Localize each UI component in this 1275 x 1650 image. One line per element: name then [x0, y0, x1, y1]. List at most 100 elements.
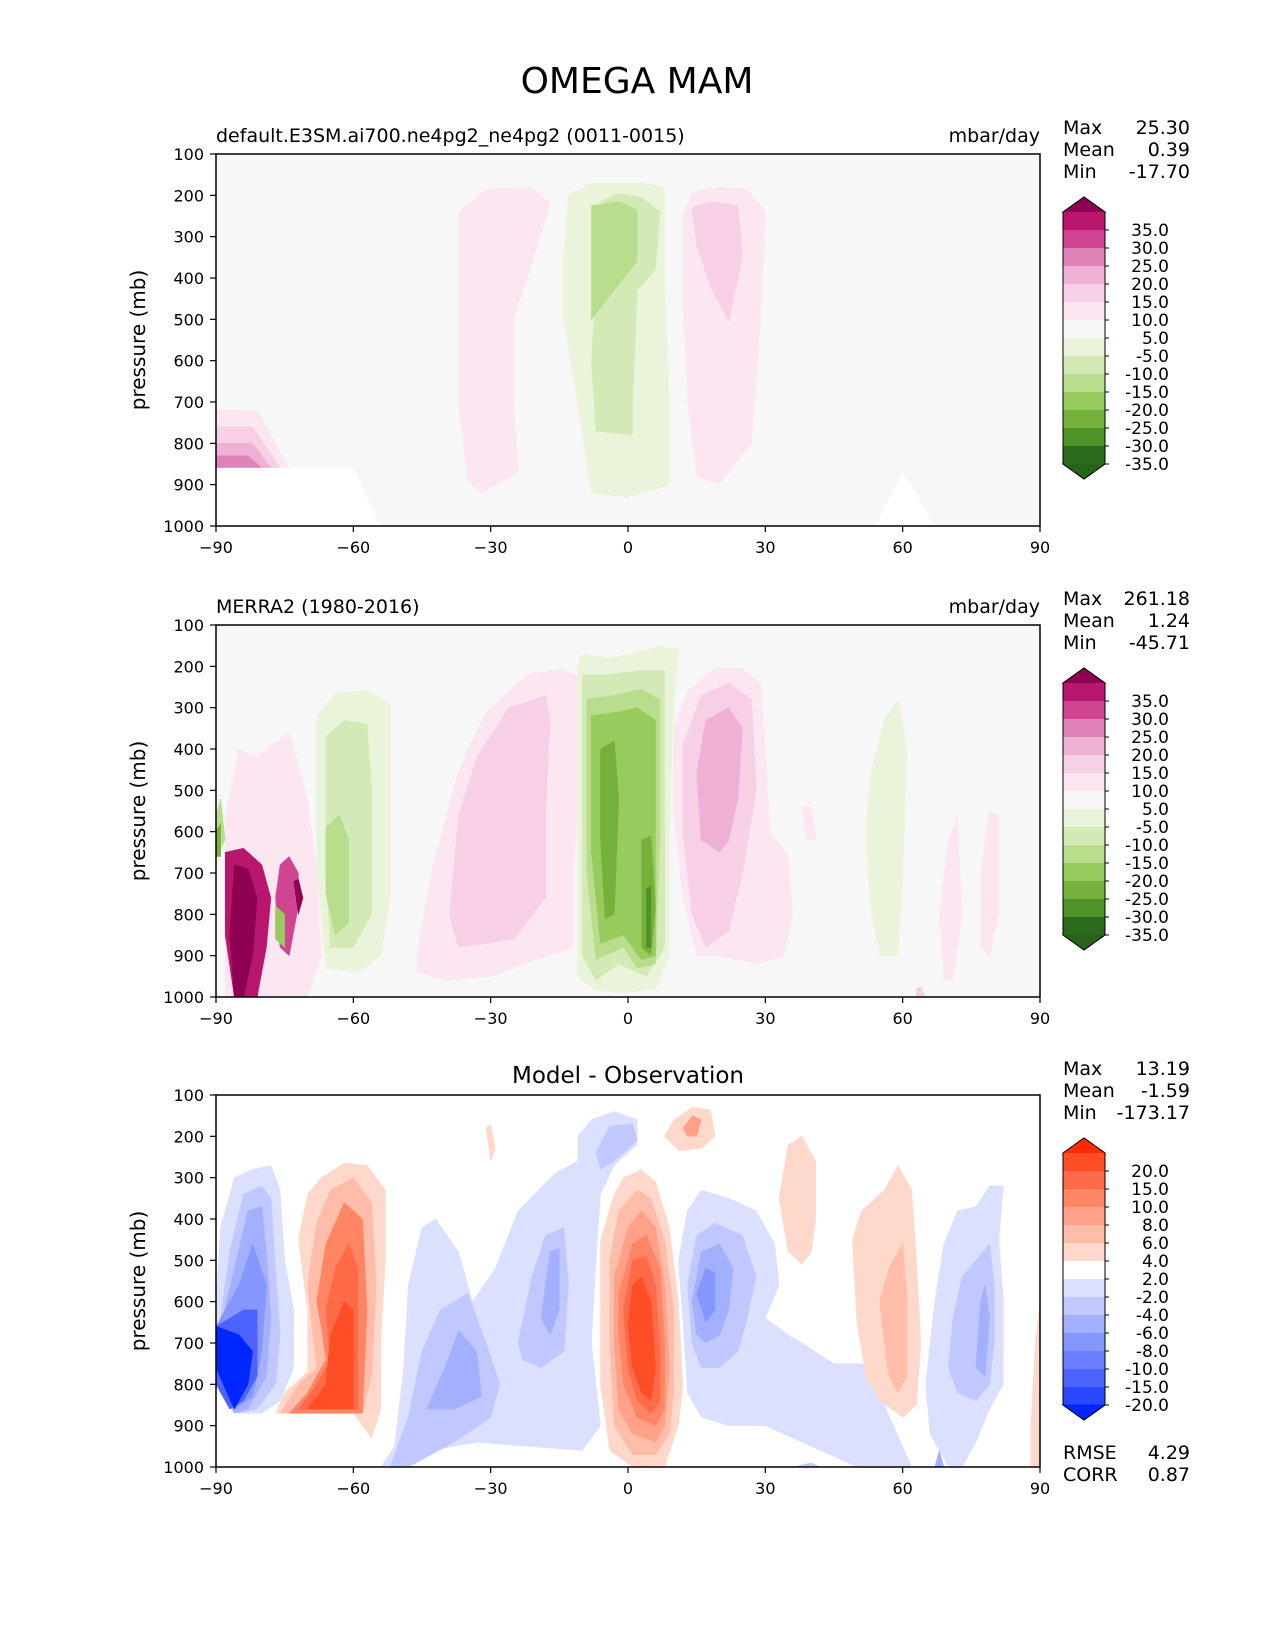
stat-value: -45.71 — [1129, 632, 1190, 654]
x-tick-label: −90 — [199, 1479, 233, 1498]
colorbar-extend-top — [1061, 1137, 1107, 1154]
colorbar-label: -15.0 — [1125, 1378, 1169, 1398]
colorbar-segment — [1063, 302, 1105, 321]
x-tick-label: −60 — [336, 1479, 370, 1498]
x-tick-label: 30 — [755, 1479, 775, 1498]
stat-value: 13.19 — [1136, 1058, 1190, 1080]
colorbar-label: 15.0 — [1131, 764, 1169, 784]
colorbar-label: -20.0 — [1125, 872, 1169, 892]
y-tick-label: 200 — [173, 1127, 204, 1146]
colorbar-label: -25.0 — [1125, 419, 1169, 439]
colorbar: 20.015.010.08.06.04.02.0-2.0-4.0-6.0-8.0… — [1061, 1137, 1169, 1421]
x-tick-label: 0 — [623, 1009, 633, 1028]
colorbar-label: -2.0 — [1136, 1288, 1169, 1308]
contour-region — [934, 1450, 945, 1467]
stat-label: Min — [1063, 1102, 1097, 1124]
colorbar-label: -30.0 — [1125, 908, 1169, 928]
contour-region — [975, 1284, 990, 1377]
colorbar-label: 5.0 — [1142, 329, 1169, 349]
y-tick-label: 600 — [173, 823, 204, 842]
colorbar-label: -20.0 — [1125, 401, 1169, 421]
colorbar-segment — [1063, 1207, 1105, 1226]
colorbar-segment — [1063, 683, 1105, 702]
contour-region — [874, 472, 935, 526]
colorbar-segment — [1063, 701, 1105, 720]
y-tick-label: 200 — [173, 657, 204, 676]
colorbar-label: -25.0 — [1125, 890, 1169, 910]
y-tick-label: 700 — [173, 393, 204, 412]
colorbar-label: 20.0 — [1131, 746, 1169, 766]
x-tick-label: 60 — [892, 1009, 912, 1028]
colorbar-segment — [1063, 410, 1105, 429]
y-axis-label: pressure (mb) — [126, 270, 150, 411]
colorbar-label: -8.0 — [1136, 1342, 1169, 1362]
contour-region — [275, 905, 285, 948]
colorbar-segment — [1063, 1351, 1105, 1370]
colorbar-label: 5.0 — [1142, 800, 1169, 820]
contour-fields — [216, 182, 935, 526]
colorbar-segment — [1063, 881, 1105, 900]
x-tick-label: −30 — [474, 1479, 508, 1498]
contour-region — [801, 806, 816, 841]
panel-title: Model - Observation — [512, 1063, 744, 1089]
units-label: mbar/day — [949, 125, 1040, 147]
y-tick-label: 500 — [173, 781, 204, 800]
contour-region — [449, 695, 551, 948]
colorbar-segment — [1063, 1333, 1105, 1352]
colorbar-label: 6.0 — [1142, 1234, 1169, 1254]
colorbar-extend-bottom — [1061, 934, 1107, 951]
contour-region — [646, 885, 652, 948]
colorbar-segment — [1063, 791, 1105, 810]
contour-fields — [216, 645, 1000, 997]
stat-value: 25.30 — [1136, 117, 1190, 139]
colorbar-segment — [1063, 1315, 1105, 1334]
y-tick-label: 1000 — [163, 1458, 204, 1477]
stat-value: 0.39 — [1148, 139, 1190, 161]
colorbar-label: 15.0 — [1131, 1180, 1169, 1200]
colorbar-segment — [1063, 230, 1105, 249]
x-tick-label: 90 — [1030, 1479, 1050, 1498]
contour-region — [540, 1247, 560, 1335]
colorbar-segment — [1063, 212, 1105, 231]
contour-region — [1030, 1301, 1040, 1467]
colorbar-segment — [1063, 827, 1105, 846]
colorbar-label: 10.0 — [1131, 311, 1169, 331]
y-tick-label: 200 — [173, 186, 204, 205]
contour-region — [307, 1301, 354, 1410]
contour-region — [485, 1123, 496, 1162]
colorbar-label: 20.0 — [1131, 275, 1169, 295]
colorbar-segment — [1063, 737, 1105, 756]
x-tick-label: 0 — [623, 538, 633, 557]
y-axis-label: pressure (mb) — [126, 1211, 150, 1352]
x-tick-label: −30 — [474, 1009, 508, 1028]
colorbar-label: 25.0 — [1131, 728, 1169, 748]
contour-region — [691, 201, 743, 322]
y-tick-label: 300 — [173, 1169, 204, 1188]
contour-region — [682, 1115, 702, 1137]
contour-region — [325, 814, 350, 936]
y-tick-label: 900 — [173, 1417, 204, 1436]
x-tick-label: 0 — [623, 1479, 633, 1498]
colorbar-segment — [1063, 1279, 1105, 1298]
panel-title: MERRA2 (1980-2016) — [216, 596, 420, 618]
contour-region — [216, 1326, 253, 1410]
colorbar-segment — [1063, 863, 1105, 882]
colorbar-label: 30.0 — [1131, 710, 1169, 730]
colorbar-label: -10.0 — [1125, 1360, 1169, 1380]
contour-region — [458, 186, 551, 494]
y-tick-label: 500 — [173, 1251, 204, 1270]
stat-label: Mean — [1063, 1080, 1115, 1102]
colorbar-label: 15.0 — [1131, 293, 1169, 313]
colorbar-segment — [1063, 392, 1105, 411]
stat-value: 261.18 — [1124, 588, 1190, 610]
x-tick-label: −90 — [199, 1009, 233, 1028]
colorbar-label: 25.0 — [1131, 257, 1169, 277]
colorbar-label: 4.0 — [1142, 1252, 1169, 1272]
colorbar-segment — [1063, 284, 1105, 303]
colorbar-label: -15.0 — [1125, 383, 1169, 403]
y-tick-label: 400 — [173, 1210, 204, 1229]
colorbar-segment — [1063, 899, 1105, 918]
